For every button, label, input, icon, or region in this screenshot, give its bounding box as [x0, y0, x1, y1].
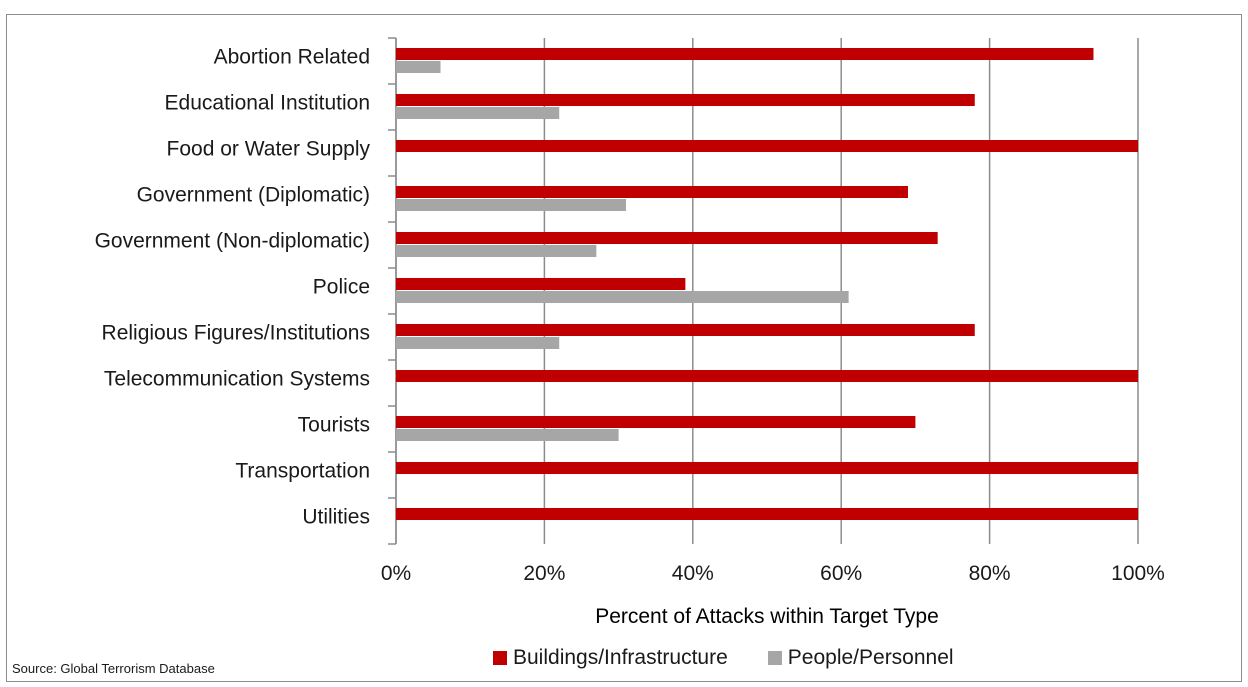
- bar-buildings-7: [396, 370, 1138, 382]
- bar-buildings-8: [396, 416, 916, 428]
- legend-swatch-people: [767, 651, 782, 665]
- category-label-9: Transportation: [235, 460, 370, 483]
- legend: Buildings/Infrastructure People/Personne…: [493, 646, 954, 670]
- bar-buildings-9: [396, 462, 1138, 474]
- category-label-10: Utilities: [302, 506, 370, 529]
- category-label-6: Religious Figures/Institutions: [102, 322, 370, 345]
- bar-people-1: [396, 107, 560, 119]
- legend-label-people: People/Personnel: [787, 646, 954, 669]
- x-tick-label-1: 20%: [523, 562, 565, 585]
- bar-buildings-10: [396, 508, 1138, 520]
- category-label-0: Abortion Related: [214, 46, 370, 69]
- x-tick-label-0: 0%: [381, 562, 411, 585]
- bar-people-5: [396, 291, 849, 303]
- bar-people-4: [396, 245, 597, 257]
- category-label-7: Telecommunication Systems: [104, 368, 370, 391]
- category-label-4: Government (Non-diplomatic): [95, 230, 370, 253]
- legend-label-buildings: Buildings/Infrastructure: [513, 646, 728, 669]
- legend-item-buildings: Buildings/Infrastructure: [493, 646, 728, 670]
- legend-item-people: People/Personnel: [767, 646, 954, 670]
- bar-buildings-3: [396, 186, 908, 198]
- category-label-5: Police: [313, 276, 370, 299]
- x-tick-label-4: 80%: [969, 562, 1011, 585]
- category-label-1: Educational Institution: [165, 92, 370, 115]
- x-tick-label-5: 100%: [1111, 562, 1165, 585]
- bar-people-8: [396, 429, 619, 441]
- bar-buildings-4: [396, 232, 938, 244]
- bar-people-6: [396, 337, 560, 349]
- bar-buildings-5: [396, 278, 686, 290]
- category-label-8: Tourists: [298, 414, 370, 437]
- category-label-2: Food or Water Supply: [167, 138, 371, 161]
- x-tick-label-3: 60%: [820, 562, 862, 585]
- bar-people-0: [396, 61, 441, 73]
- source-note: Source: Global Terrorism Database: [12, 661, 215, 676]
- bar-buildings-2: [396, 140, 1138, 152]
- x-axis-title: Percent of Attacks within Target Type: [595, 605, 939, 628]
- x-tick-label-2: 40%: [672, 562, 714, 585]
- chart-frame: [6, 14, 1242, 682]
- bar-buildings-1: [396, 94, 975, 106]
- bar-buildings-6: [396, 324, 975, 336]
- bar-people-3: [396, 199, 627, 211]
- category-label-3: Government (Diplomatic): [137, 184, 370, 207]
- legend-swatch-buildings: [493, 651, 507, 665]
- bar-buildings-0: [396, 48, 1094, 60]
